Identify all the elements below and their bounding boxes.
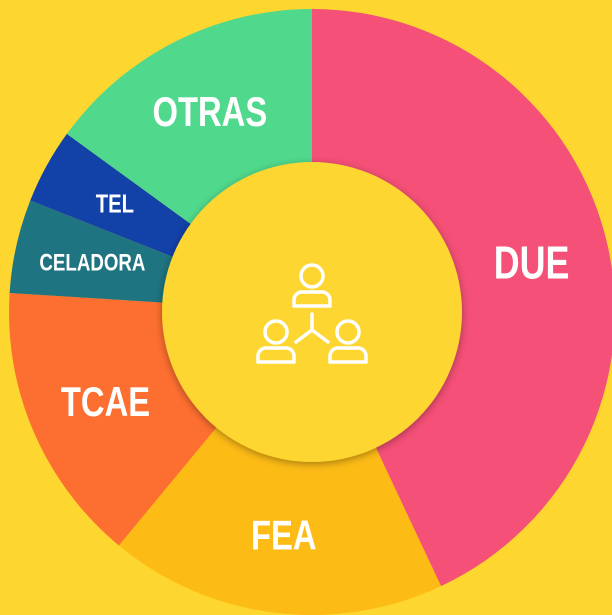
donut-hole <box>162 162 462 462</box>
labels: DUE FEA TCAE CELADORA TEL OTRAS <box>39 88 569 559</box>
slice-label: DUE <box>494 237 570 288</box>
slice <box>9 200 182 304</box>
slice-label: TCAE <box>61 378 150 425</box>
people-icon <box>256 263 368 364</box>
slice-label: OTRAS <box>153 88 268 135</box>
slice-label: TEL <box>96 189 134 218</box>
slice <box>30 133 199 261</box>
slice <box>66 9 312 230</box>
slice-label: FEA <box>251 512 317 559</box>
slice-label: CELADORA <box>39 250 145 277</box>
slice <box>118 419 442 615</box>
